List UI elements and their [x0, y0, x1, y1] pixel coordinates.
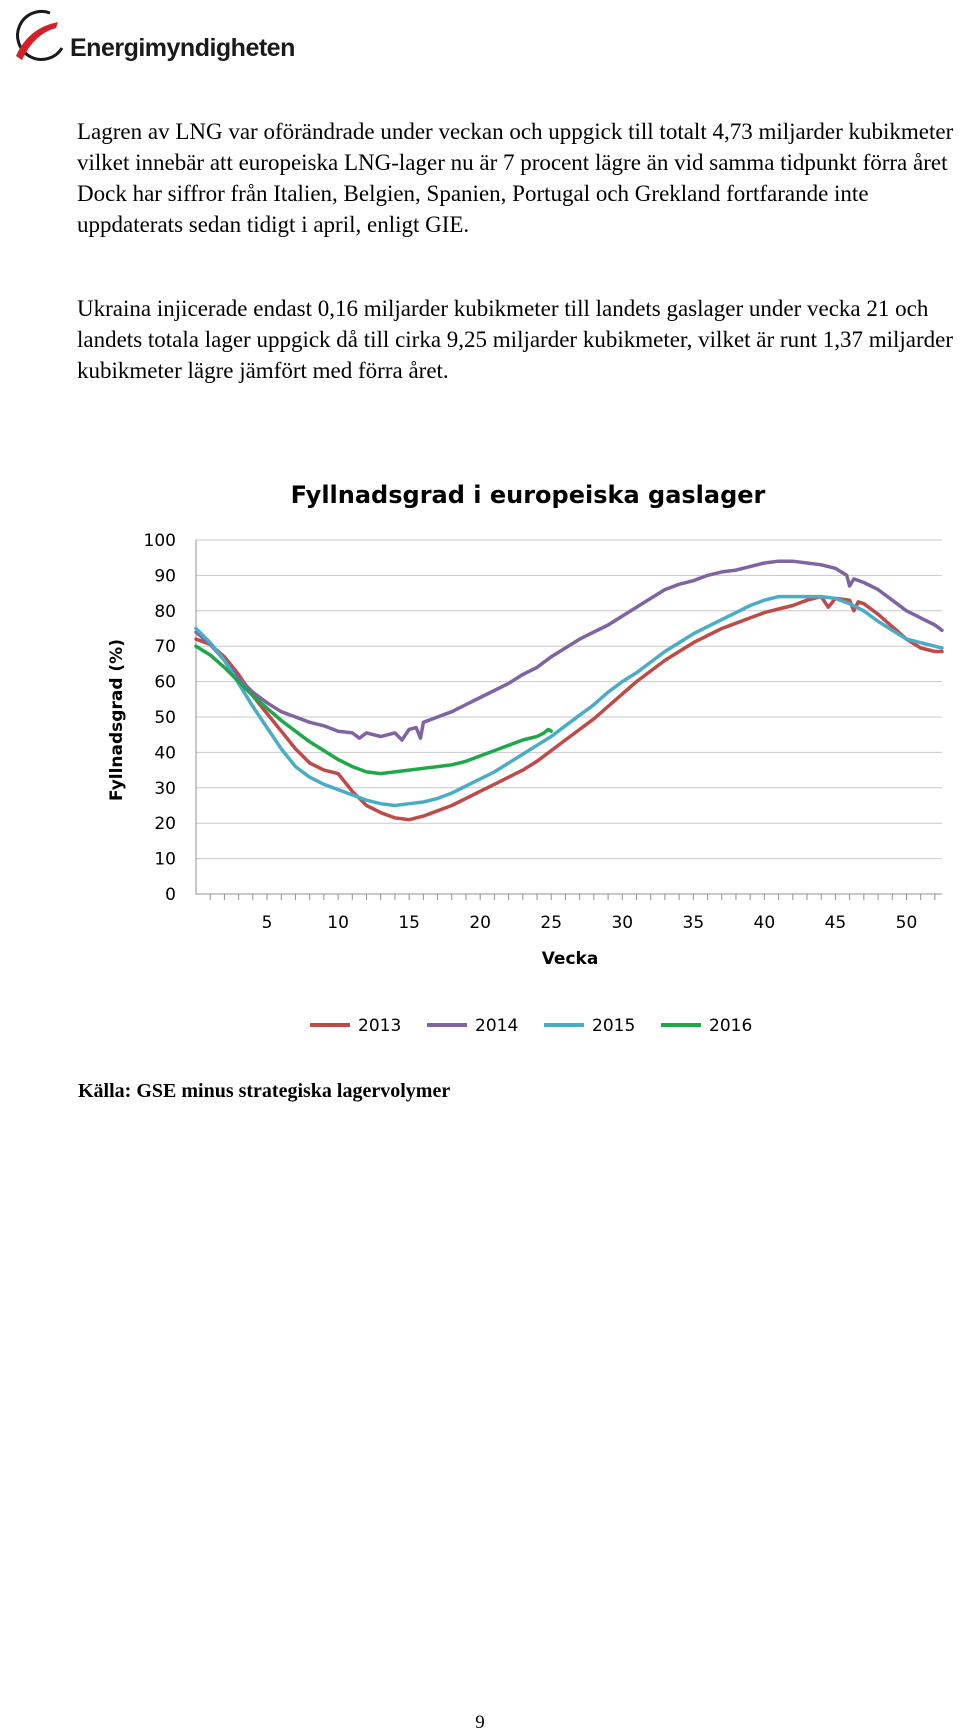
x-tick-label: 10 — [327, 913, 349, 933]
logo-emblem-icon — [16, 9, 64, 61]
y-axis-label: Fyllnadsgrad (%) — [107, 639, 127, 801]
paragraph-lng: Lagren av LNG var oförändrade under veck… — [77, 119, 954, 237]
x-tick-label: 50 — [896, 913, 918, 933]
series-line-2013 — [194, 594, 944, 822]
y-tick-label: 100 — [144, 531, 176, 551]
x-tick-label: 25 — [540, 913, 562, 933]
y-tick-label: 0 — [165, 885, 176, 905]
x-tick-label: 40 — [754, 913, 776, 933]
logo-text: Energimyndigheten — [70, 34, 295, 62]
energimyndigheten-logo: Energimyndigheten — [6, 4, 306, 74]
gas-storage-chart: Fyllnadsgrad i europeiska gaslager 0 10 20… — [100, 470, 960, 1065]
chart-canvas: Fyllnadsgrad i europeiska gaslager 0 10 20… — [107, 481, 944, 1036]
y-tick-label: 50 — [154, 708, 176, 728]
x-axis-label: Vecka — [542, 949, 599, 969]
y-tick-label: 10 — [154, 850, 176, 870]
x-tick-label: 30 — [611, 913, 633, 933]
paragraph-ukraina: Ukraina injicerade endast 0,16 miljarder… — [77, 296, 953, 383]
series-line-2014 — [194, 559, 944, 742]
x-tick-label: 45 — [825, 913, 847, 933]
series-line-2016 — [194, 644, 553, 776]
y-tick-label: 30 — [154, 779, 176, 799]
source-note: Källa: GSE minus strategiska lagervolyme… — [78, 1080, 451, 1102]
y-tick-label: 40 — [154, 743, 176, 763]
legend-label-2015: 2015 — [592, 1016, 635, 1036]
y-tick-label: 80 — [154, 602, 176, 622]
y-tick-label: 90 — [154, 566, 176, 586]
x-tick-label: 20 — [469, 913, 491, 933]
legend-label-2013: 2013 — [358, 1016, 401, 1036]
x-tick-label: 15 — [398, 913, 420, 933]
legend-label-2016: 2016 — [709, 1016, 752, 1036]
x-tick-label: 5 — [262, 913, 273, 933]
series-line-2015 — [194, 594, 944, 808]
legend-label-2014: 2014 — [475, 1016, 518, 1036]
y-tick-label: 20 — [154, 814, 176, 834]
y-tick-label: 60 — [154, 673, 176, 693]
x-tick-label: 35 — [683, 913, 705, 933]
y-tick-label: 70 — [154, 637, 176, 657]
page-number: 9 — [475, 1712, 485, 1733]
chart-title: Fyllnadsgrad i europeiska gaslager — [291, 481, 766, 509]
